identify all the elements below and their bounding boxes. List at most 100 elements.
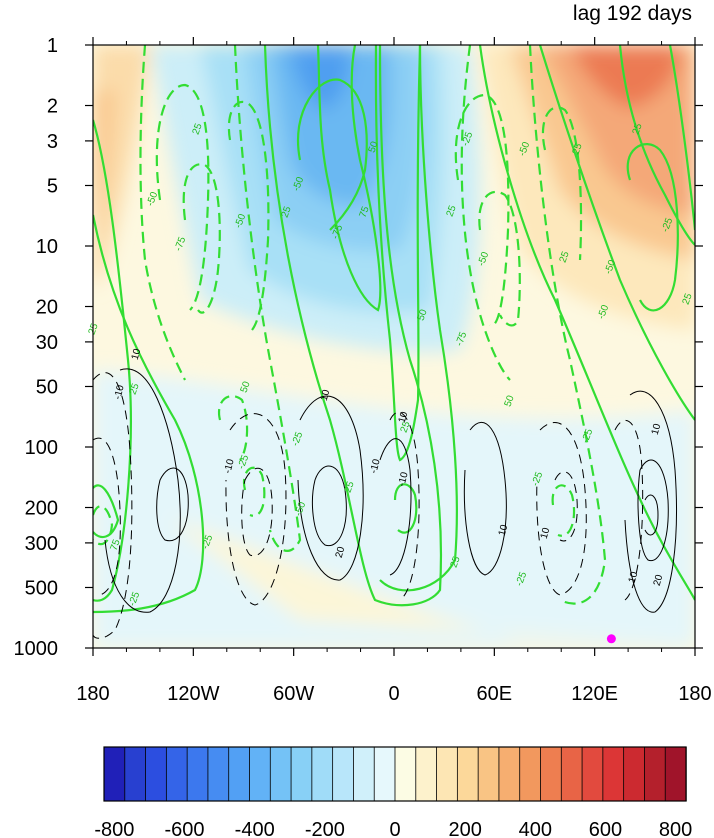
green-contour-dashed-8 xyxy=(460,45,511,381)
colorbar-swatch xyxy=(519,746,542,802)
contour-label-black: 10 xyxy=(497,523,511,537)
green-contour-dashed-3 xyxy=(182,163,221,314)
green-contour-dashed-5 xyxy=(227,100,270,331)
green-contour-dashed-6 xyxy=(242,466,266,517)
contour-label-green: -25 xyxy=(514,570,529,588)
contour-label-green: -50 xyxy=(293,500,308,518)
location-marker xyxy=(606,634,616,644)
y-tick-label: 30 xyxy=(36,332,58,354)
y-tick-label: 3 xyxy=(47,131,58,153)
contour-label-green: 25 xyxy=(191,122,205,137)
contour-label-green: -75 xyxy=(173,235,188,253)
colorbar-tick-label: 600 xyxy=(589,819,622,838)
contour-label-black: -10 xyxy=(222,458,236,475)
colorbar-swatch xyxy=(269,746,292,802)
y-axis: 1 2 3 5 10 20 30 50 100 200 300 500 1000 xyxy=(14,35,703,660)
contour-label-green: -50 xyxy=(145,190,160,208)
contour-label-green: 25 xyxy=(558,250,572,265)
contour-label-green: 25 xyxy=(343,480,357,495)
black-contour-solid-1 xyxy=(104,368,181,613)
contour-label-green: 25 xyxy=(681,292,695,307)
contour-label-green: -50 xyxy=(233,212,248,230)
contour-label-green: 50 xyxy=(239,380,253,395)
colorbar: -800 -600 -400 -200 0 200 400 600 800 xyxy=(94,746,692,838)
colorbar-swatch xyxy=(394,746,417,802)
contour-label-green: -50 xyxy=(517,140,532,158)
green-contour-solid-14 xyxy=(668,45,695,231)
x-tick-label: 180 xyxy=(76,683,109,705)
x-tick-label: 120E xyxy=(571,683,618,705)
black-contour-solid-4 xyxy=(311,465,347,547)
black-contour-solid-8 xyxy=(644,494,659,536)
colorbar-swatch xyxy=(103,746,126,802)
contour-label-green: -25 xyxy=(127,590,142,608)
black-contour-dashed-3 xyxy=(225,413,287,606)
shade-center-cool5 xyxy=(290,45,351,110)
black-contour-dashed-6 xyxy=(536,422,587,596)
y-tick-label: 300 xyxy=(25,533,58,555)
y-tick-label: 1000 xyxy=(14,638,59,660)
green-contour-solid-6 xyxy=(297,78,368,231)
contour-label-green: -50 xyxy=(476,250,491,268)
contour-label-green: 75 xyxy=(109,538,123,553)
chart-title: lag 192 days xyxy=(573,2,692,25)
colorbar-tick-label: -600 xyxy=(165,819,205,838)
green-contour-solid-8 xyxy=(393,483,418,534)
contour-label-black: 10 xyxy=(397,410,411,424)
colorbar-swatch xyxy=(581,746,604,802)
colorbar-tick-label: 400 xyxy=(519,819,552,838)
green-contour-dashed-10 xyxy=(478,190,521,327)
contour-label-green: 25 xyxy=(631,122,645,137)
colorbar-swatch xyxy=(415,746,438,802)
x-tick-label: 60W xyxy=(273,683,314,705)
y-tick-label: 100 xyxy=(25,437,58,459)
colorbar-tick-label: -200 xyxy=(305,819,345,838)
contour-label-green: -50 xyxy=(603,258,618,276)
colorbar-tick-label: 800 xyxy=(659,819,692,838)
colorbar-swatch xyxy=(623,746,646,802)
black-contour-dashed-1 xyxy=(93,372,133,639)
x-tick-label: 60E xyxy=(477,683,513,705)
green-contour-solid-4 xyxy=(263,45,443,607)
contour-label-green: -25 xyxy=(236,453,251,471)
contour-label-green: -50 xyxy=(291,175,306,193)
colorbar-swatch xyxy=(436,746,459,802)
green-contour-dashed-4 xyxy=(233,45,302,552)
contour-label-green: 25 xyxy=(399,420,413,435)
green-contour-solid-1 xyxy=(93,119,132,602)
contour-label-green: -25 xyxy=(530,470,545,488)
y-tick-label: 20 xyxy=(36,297,58,319)
x-tick-label: 120W xyxy=(167,683,219,705)
x-tick-label: 180 xyxy=(678,683,711,705)
contour-label-green: -75 xyxy=(454,330,469,348)
contour-label-green: 25 xyxy=(445,204,459,219)
colorbar-swatch xyxy=(165,746,188,802)
black-contour-solid-7 xyxy=(637,459,669,562)
black-contour-solid-6 xyxy=(624,390,677,613)
contour-label-green: -25 xyxy=(660,216,675,234)
colorbar-swatch xyxy=(228,746,251,802)
colorbar-frame xyxy=(103,746,687,802)
y-tick-label: 50 xyxy=(36,376,58,398)
colorbar-tick-label: 200 xyxy=(448,819,481,838)
colorbar-swatch xyxy=(207,746,230,802)
contour-label-black: 20 xyxy=(652,573,666,587)
colorbar-swatch xyxy=(249,746,271,802)
black-contour-solid-2 xyxy=(156,467,189,542)
shade-lower-yellow xyxy=(170,520,690,645)
y-tick-label: 200 xyxy=(25,498,58,520)
green-contour-solid-7 xyxy=(374,45,422,462)
contour-label-green: -25 xyxy=(200,533,215,551)
y-tick-label: 10 xyxy=(36,236,58,258)
green-contour-solid-3 xyxy=(93,484,120,539)
green-contour-dashed-11 xyxy=(528,45,607,605)
contour-label-black: 20 xyxy=(334,545,348,559)
green-contour-solid-13 xyxy=(626,143,679,312)
colorbar-swatch xyxy=(560,746,583,802)
contour-label-green: 25 xyxy=(449,555,463,570)
contour-label-black: -10 xyxy=(112,384,126,401)
contour-labels: -50 -75 -50 25 -25 -50 -75 -50 25 50 75 50 25 -50 -75 -… xyxy=(87,122,695,608)
contour-label-green: 25 xyxy=(571,142,585,157)
contour-label-black: -10 xyxy=(396,471,410,488)
